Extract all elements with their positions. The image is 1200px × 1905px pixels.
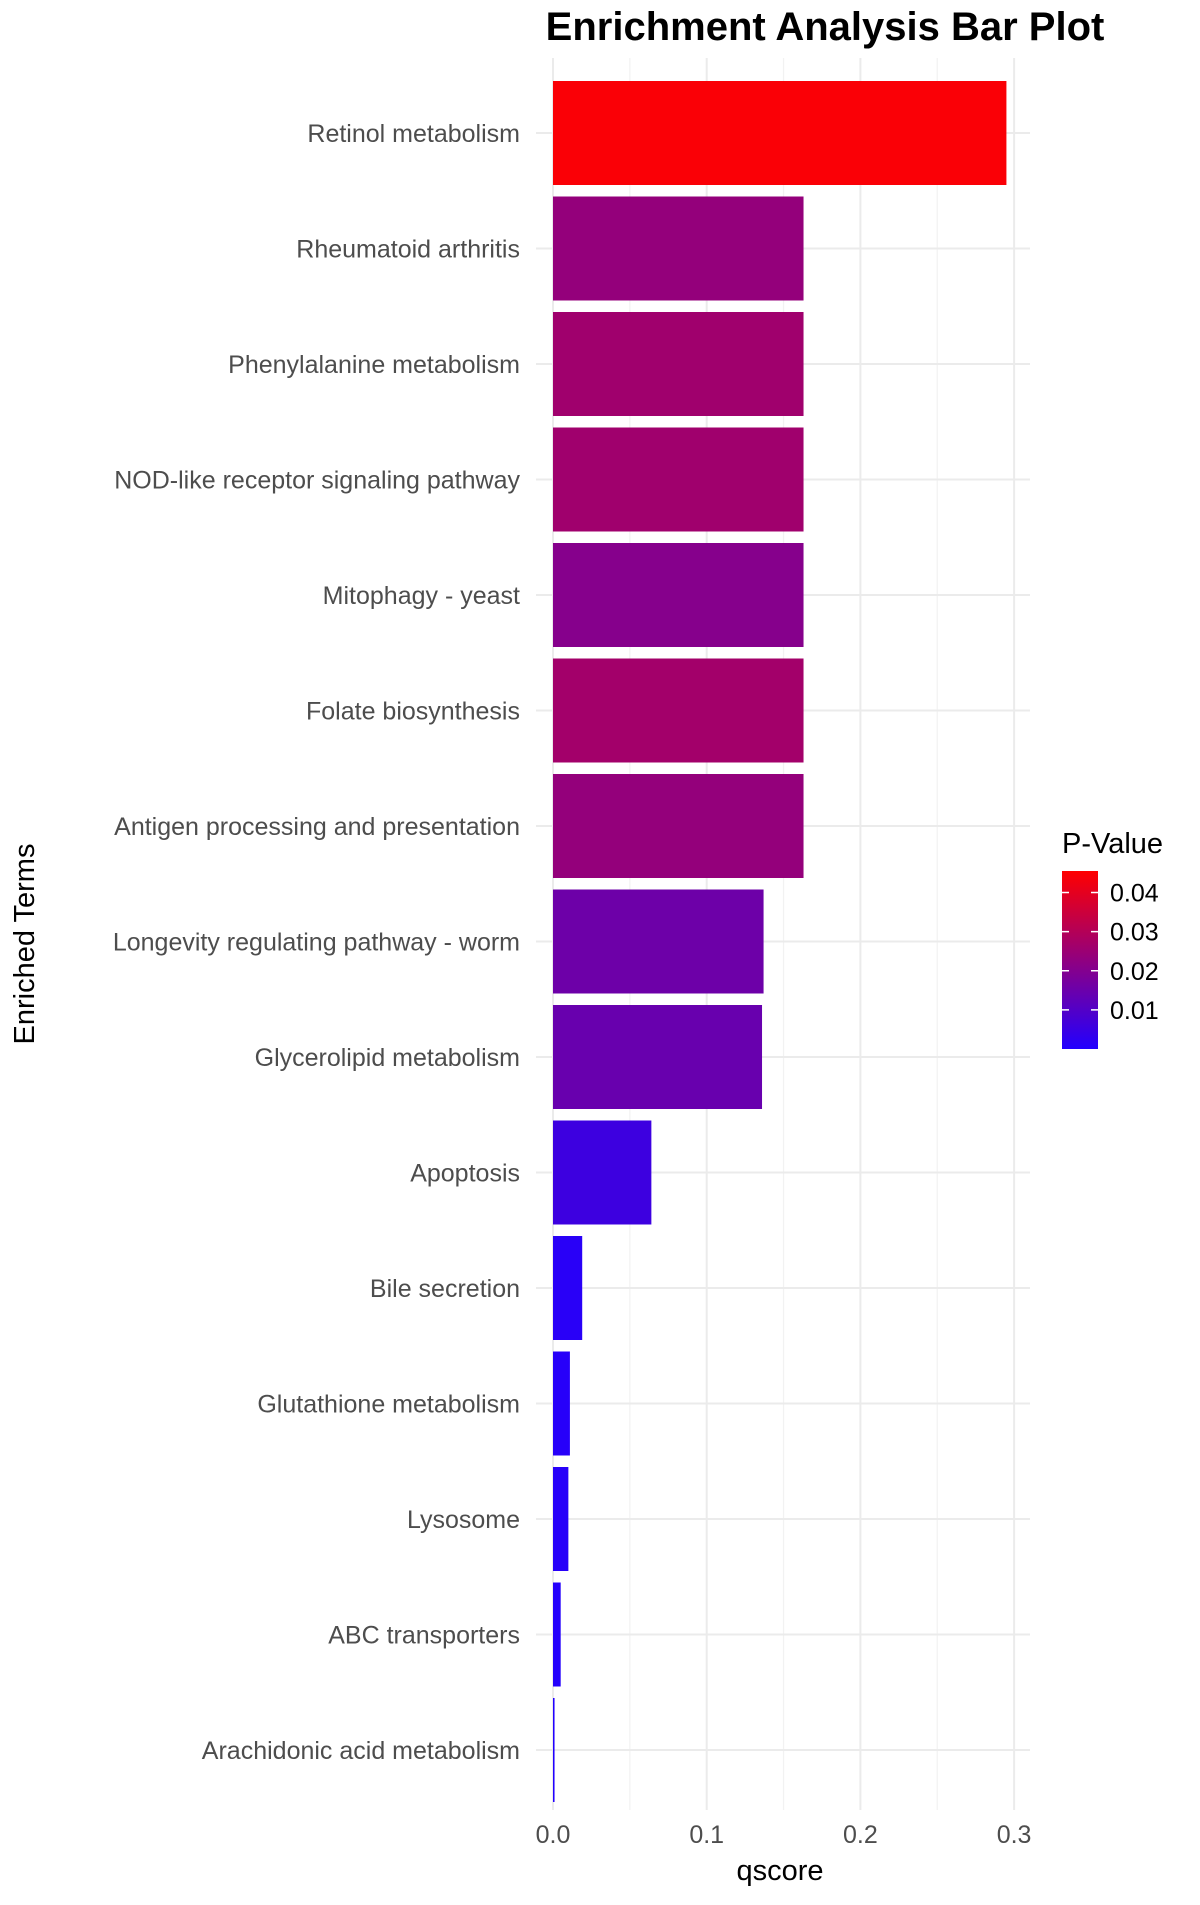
category-label: Bile secretion [370,1275,520,1303]
bar [553,1351,570,1456]
category-label: Arachidonic acid metabolism [202,1737,520,1765]
category-labels: Retinol metabolism Rheumatoid arthritis Ph… [113,120,521,1765]
category-label: Longevity regulating pathway - worm [113,929,520,957]
bar [553,1582,561,1687]
bar [553,658,804,763]
x-axis-title: qscore [736,1855,823,1887]
category-label: NOD-like receptor signaling pathway [114,467,520,495]
bar [553,1467,569,1571]
category-label: Glutathione metabolism [257,1391,520,1419]
x-tick-label: 0.2 [843,1821,878,1849]
bar [553,312,804,416]
bar [553,1698,555,1802]
bar [553,543,804,647]
bar [553,1236,583,1340]
category-label: Rheumatoid arthritis [296,236,520,264]
bar [553,774,804,878]
x-tick-label: 0.0 [536,1821,571,1849]
x-tick-label: 0.1 [689,1821,724,1849]
bar [553,1120,652,1225]
bar [553,889,764,994]
category-label: Retinol metabolism [307,120,520,148]
category-label: Folate biosynthesis [306,698,520,726]
category-label: Lysosome [407,1506,520,1534]
legend-title: P-Value [1062,828,1163,860]
bar [553,81,1007,185]
category-label: Apoptosis [410,1160,520,1188]
chart-title: Enrichment Analysis Bar Plot [546,5,1105,49]
category-label: ABC transporters [328,1622,520,1650]
y-axis-title: Enriched Terms [9,844,41,1045]
bars-layer [553,81,1007,1802]
bar [553,427,804,532]
category-label: Antigen processing and presentation [114,813,520,841]
legend-tick-label: 0.01 [1110,997,1159,1025]
legend-ticks: 0.04 0.03 0.02 0.01 [1062,880,1159,1025]
legend-tick-label: 0.02 [1110,958,1159,986]
category-label: Glycerolipid metabolism [255,1044,520,1072]
bar [553,196,804,301]
color-legend: P-Value 0.04 0.03 0.02 0.01 [1062,828,1163,1049]
legend-tick-label: 0.03 [1110,919,1159,947]
x-tick-labels: 0.0 0.1 0.2 0.3 [536,1821,1032,1849]
legend-tick-label: 0.04 [1110,880,1159,908]
category-label: Phenylalanine metabolism [228,351,520,379]
x-tick-label: 0.3 [997,1821,1032,1849]
legend-colorbar [1062,871,1098,1049]
bar [553,1005,763,1109]
category-label: Mitophagy - yeast [323,582,520,610]
